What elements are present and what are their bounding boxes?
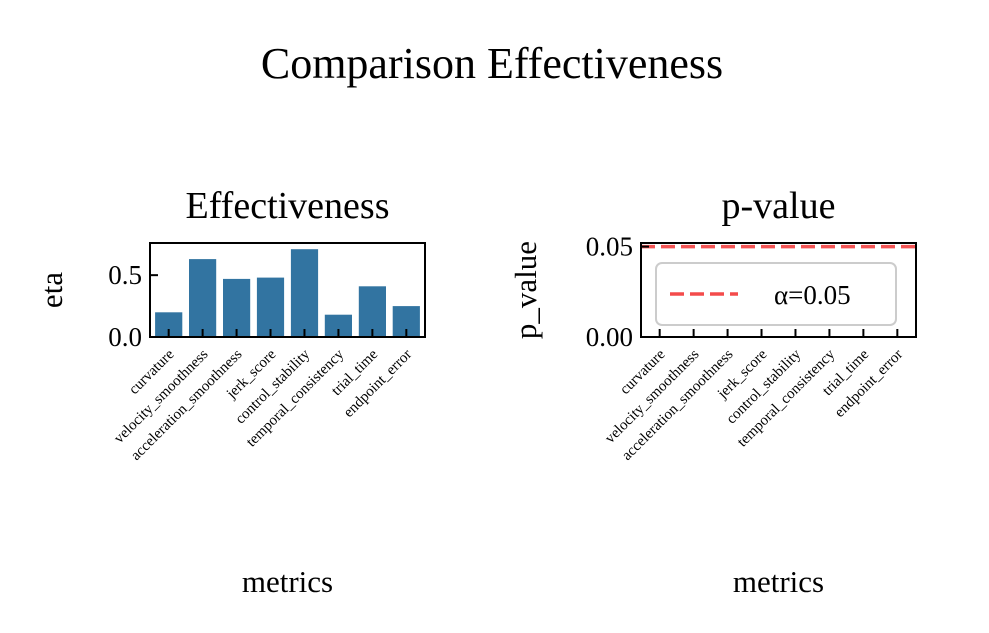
p2-panel-title: p-value [722,185,836,227]
p1-y-axis-label: eta [34,272,69,308]
p1-bar-jerk-score [256,277,285,337]
p2-ytick-label: 0.00 [586,322,633,352]
p1-plot-frame [149,242,426,338]
p2-legend-box [655,262,897,326]
p1-ytick-label: 0.5 [108,260,142,290]
p1-x-axis-label: metrics [242,564,333,599]
p1-ytick-label: 0.0 [108,322,142,352]
p2-y-axis-label: p_value [508,241,543,339]
p1-bar-temporal-consistency [324,314,352,337]
p2-plot-frame [640,242,917,338]
p2-ytick-label: 0.05 [586,232,633,262]
figure-title: Comparison Effectiveness [261,39,723,88]
p2-legend-label: α=0.05 [774,280,851,310]
p2-x-axis-label: metrics [733,564,824,599]
p1-bar-control-stability [290,249,319,337]
p1-bar-velocity-smoothness [189,259,217,337]
p1-bar-trial-time [358,286,386,337]
p1-bar-acceleration-smoothness [223,278,251,337]
p1-panel-title: Effectiveness [186,185,390,227]
